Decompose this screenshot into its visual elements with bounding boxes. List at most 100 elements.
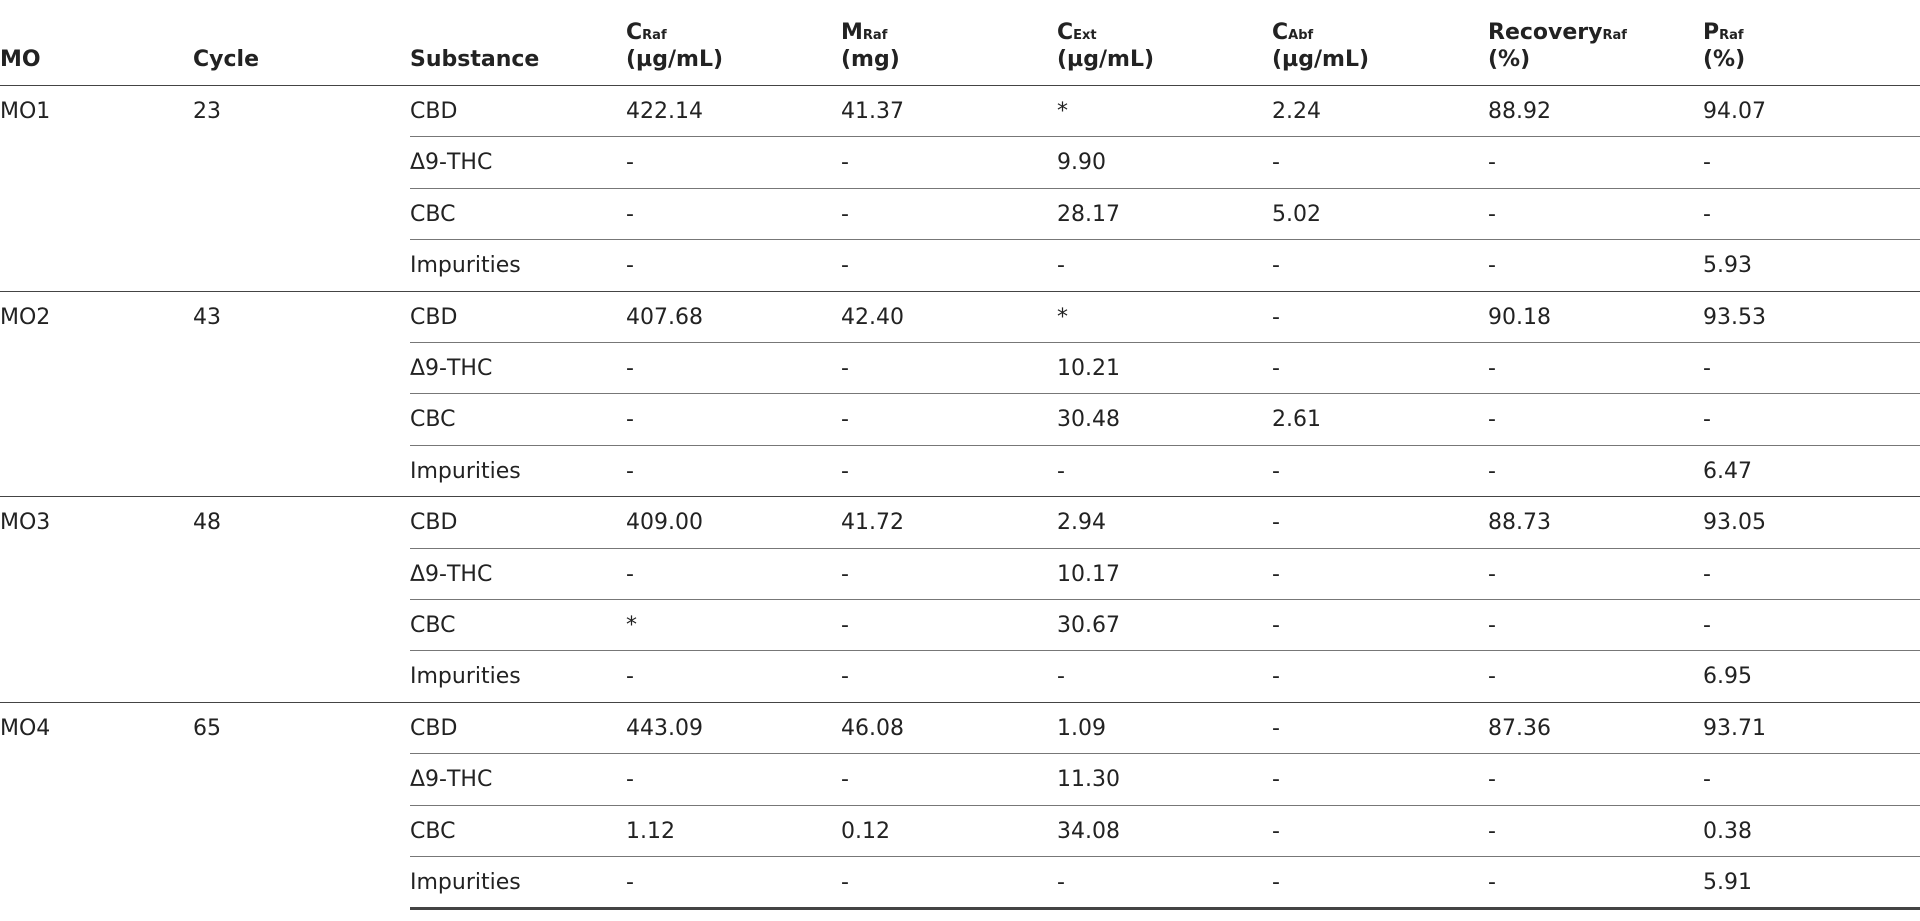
- cell-value: -: [1488, 870, 1496, 895]
- cell-value: -: [1272, 356, 1280, 381]
- cell-value: -: [1703, 767, 1711, 793]
- header-label: CRaf: [626, 20, 667, 49]
- cell-value: 46.08: [841, 715, 904, 741]
- cell-value: -: [1488, 407, 1496, 433]
- row-rule: [410, 650, 1920, 652]
- cell-value: -: [841, 870, 849, 895]
- header-text: C: [1272, 20, 1289, 45]
- cell-value: 93.71: [1703, 715, 1766, 741]
- cell-value: -: [626, 561, 634, 587]
- cell-value: 41.72: [841, 510, 904, 536]
- cell-value: -: [841, 767, 849, 793]
- cell-value: 409.00: [626, 510, 703, 536]
- cell-value: 5.91: [1703, 870, 1752, 895]
- substance: CBD: [410, 99, 458, 124]
- row-rule: [410, 239, 1920, 241]
- header-unit: (µg/mL): [626, 47, 724, 72]
- header-text: P: [1703, 20, 1720, 45]
- substance: Impurities: [410, 870, 521, 895]
- header-text: Recovery: [1488, 20, 1603, 45]
- row-rule: [410, 444, 1920, 446]
- cell-value: -: [1488, 201, 1496, 227]
- cell-value: 42.40: [841, 304, 904, 330]
- cell-value: -: [1703, 561, 1711, 587]
- substance: Δ9-THC: [410, 356, 493, 381]
- cell-value: -: [1272, 664, 1280, 690]
- cell-value: 422.14: [626, 99, 703, 124]
- substance: CBD: [410, 510, 458, 536]
- header-unit: (µg/mL): [1057, 47, 1155, 72]
- substance: CBC: [410, 818, 456, 844]
- cell-value: -: [1272, 870, 1280, 895]
- header-subscript: Raf: [1602, 28, 1627, 43]
- row-rule: [410, 599, 1920, 600]
- cell-value: 6.47: [1703, 458, 1752, 484]
- header-text: C: [626, 20, 643, 45]
- cell-value: *: [1057, 99, 1068, 124]
- row-rule: [410, 856, 1920, 857]
- cell-value: 2.24: [1272, 99, 1321, 124]
- substance: Δ9-THC: [410, 150, 493, 176]
- row-rule: [0, 496, 1920, 498]
- cell-value: -: [841, 458, 849, 484]
- cell-value: *: [626, 613, 637, 638]
- cell-value: -: [1488, 150, 1496, 176]
- cell-value: 1.12: [626, 818, 675, 844]
- cell-value: -: [1057, 458, 1065, 484]
- cell-value: 88.92: [1488, 99, 1551, 124]
- header-unit: (µg/mL): [1272, 47, 1370, 72]
- header-label: MRaf: [841, 20, 887, 49]
- substance: Δ9-THC: [410, 561, 493, 587]
- row-rule: [410, 393, 1920, 395]
- substance: CBC: [410, 407, 456, 433]
- cell-value: -: [626, 767, 634, 793]
- cell-value: 87.36: [1488, 715, 1551, 741]
- cell-value: 93.05: [1703, 510, 1766, 536]
- header-unit: (mg): [841, 47, 900, 72]
- cell-value: 2.61: [1272, 407, 1321, 433]
- cell-value: -: [841, 253, 849, 279]
- cell-value: -: [841, 561, 849, 587]
- cell-value: 0.38: [1703, 818, 1752, 844]
- cell-value: 1.09: [1057, 715, 1106, 741]
- cell-value: -: [841, 201, 849, 227]
- cell-value: 6.95: [1703, 664, 1752, 690]
- cell-value: 88.73: [1488, 510, 1551, 536]
- cell-value: -: [1703, 201, 1711, 227]
- header-subscript: Raf: [642, 28, 667, 43]
- cycle-label: 48: [193, 510, 221, 536]
- cell-value: 10.21: [1057, 356, 1120, 381]
- cell-value: -: [1488, 767, 1496, 793]
- cell-value: -: [626, 150, 634, 176]
- cell-value: 443.09: [626, 715, 703, 741]
- mo-label: MO4: [0, 715, 51, 741]
- row-rule: [410, 136, 1920, 138]
- cell-value: 94.07: [1703, 99, 1766, 124]
- header-text: C: [1057, 20, 1074, 45]
- cycle-label: 23: [193, 99, 221, 124]
- substance: Impurities: [410, 253, 521, 279]
- header-label: MO: [0, 47, 41, 72]
- cell-value: -: [841, 664, 849, 690]
- header-unit: (%): [1703, 47, 1746, 72]
- cell-value: -: [1703, 356, 1711, 381]
- cell-value: -: [1272, 561, 1280, 587]
- cell-value: -: [841, 407, 849, 433]
- cell-value: -: [1057, 253, 1065, 279]
- substance: CBC: [410, 201, 456, 227]
- cell-value: -: [1488, 356, 1496, 381]
- header-label: CExt: [1057, 20, 1097, 49]
- cell-value: -: [1272, 304, 1280, 330]
- header-subscript: Abf: [1288, 28, 1314, 43]
- substance: Impurities: [410, 458, 521, 484]
- cell-value: 34.08: [1057, 818, 1120, 844]
- cell-value: -: [1272, 510, 1280, 536]
- cell-value: 0.12: [841, 818, 890, 844]
- cycle-label: 65: [193, 715, 221, 741]
- header-label: CAbf: [1272, 20, 1313, 49]
- cell-value: *: [1057, 304, 1068, 330]
- cell-value: 2.94: [1057, 510, 1106, 536]
- header-subscript: Ext: [1073, 28, 1097, 43]
- cell-value: -: [1488, 664, 1496, 690]
- header-unit: (%): [1488, 47, 1531, 72]
